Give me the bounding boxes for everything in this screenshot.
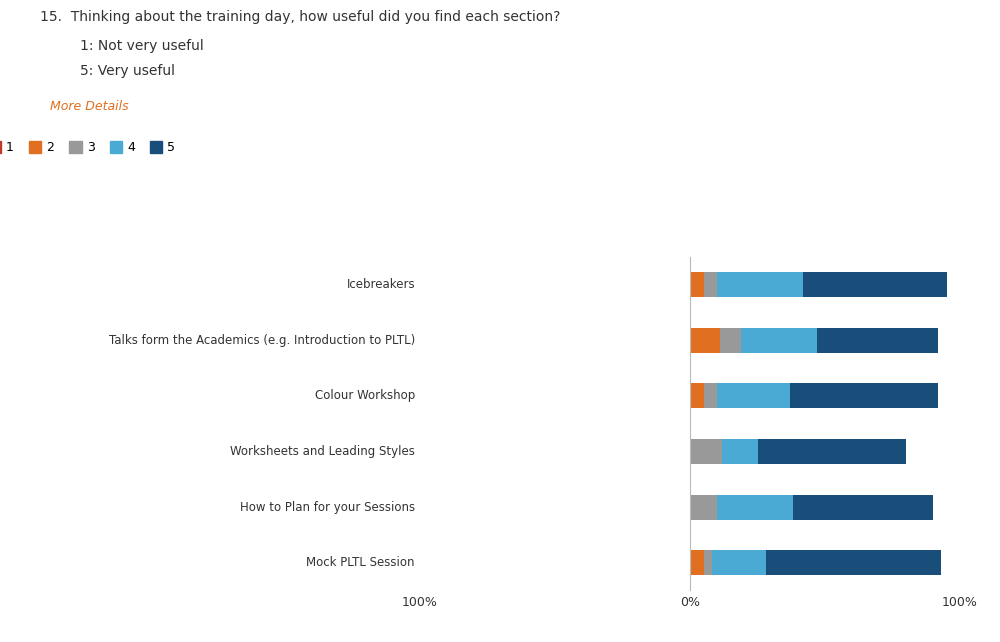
Bar (690, 550, 704, 575)
Text: 1: Not very useful: 1: Not very useful (80, 39, 204, 53)
Text: Mock PLTL Session: Mock PLTL Session (306, 557, 415, 569)
Bar (717, 272, 803, 297)
Text: 15.  Thinking about the training day, how useful did you find each section?: 15. Thinking about the training day, how… (40, 10, 560, 24)
Bar (690, 383, 704, 408)
Bar (790, 383, 938, 408)
Bar (690, 494, 717, 520)
Bar (803, 272, 946, 297)
Text: 5: Very useful: 5: Very useful (80, 64, 175, 78)
Bar (722, 439, 758, 464)
Bar (793, 494, 933, 520)
Bar (817, 328, 938, 353)
Bar (717, 383, 790, 408)
Bar (704, 383, 717, 408)
Bar (741, 328, 817, 353)
Bar (720, 328, 741, 353)
Bar (704, 272, 717, 297)
Bar (690, 272, 704, 297)
Bar (690, 439, 722, 464)
Bar (690, 328, 720, 353)
Text: Icebreakers: Icebreakers (346, 278, 415, 291)
Text: How to Plan for your Sessions: How to Plan for your Sessions (240, 501, 415, 514)
Legend: 1, 2, 3, 4, 5: 1, 2, 3, 4, 5 (0, 136, 180, 159)
Bar (717, 494, 793, 520)
Text: Talks form the Academics (e.g. Introduction to PLTL): Talks form the Academics (e.g. Introduct… (109, 334, 415, 347)
Bar (766, 550, 941, 575)
Text: Worksheets and Leading Styles: Worksheets and Leading Styles (230, 445, 415, 458)
Bar (758, 439, 906, 464)
Bar (704, 550, 712, 575)
Text: Colour Workshop: Colour Workshop (315, 390, 415, 403)
Text: More Details: More Details (50, 100, 129, 112)
Bar (712, 550, 766, 575)
